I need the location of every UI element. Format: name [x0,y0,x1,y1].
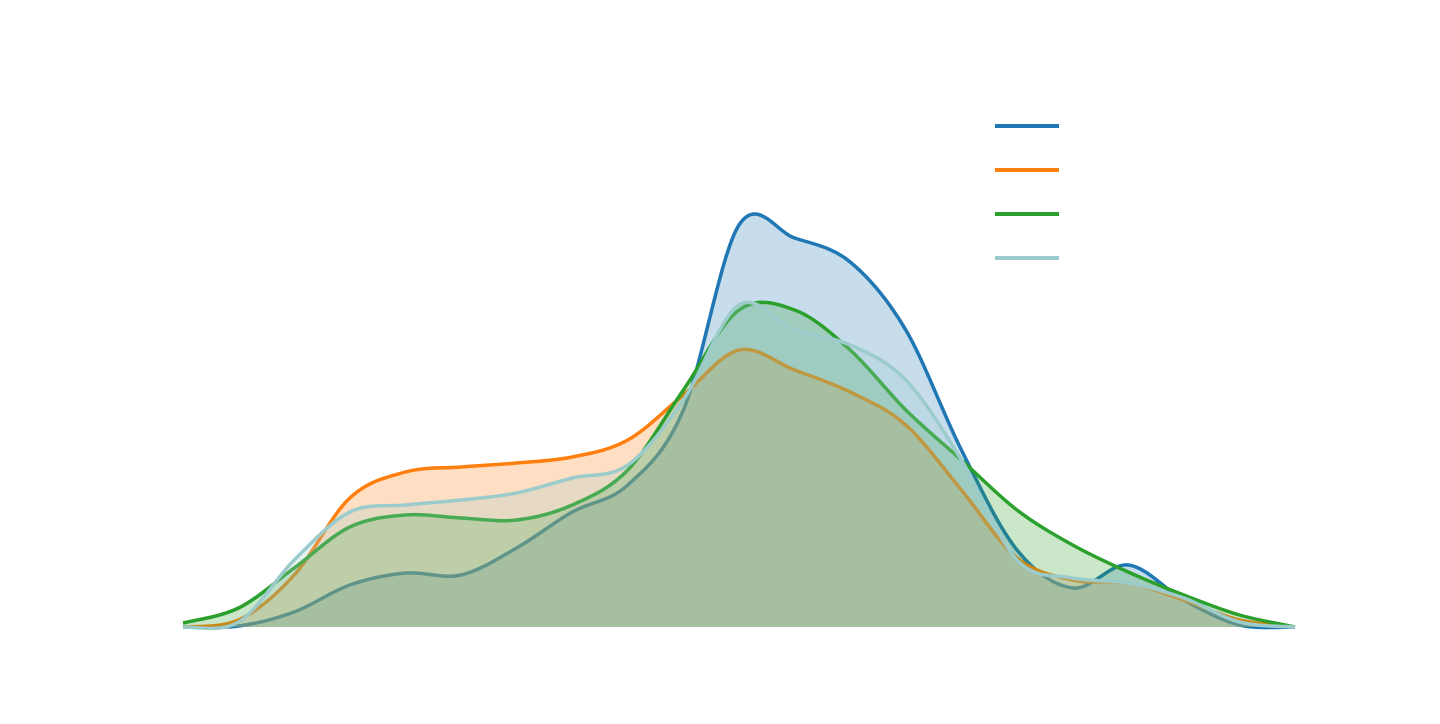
area-fill [183,302,1295,629]
area-fill [183,213,1295,628]
density-line [182,300,1296,631]
density-line [182,300,1296,629]
area-fill [183,302,1295,627]
area-fill [183,349,1295,627]
